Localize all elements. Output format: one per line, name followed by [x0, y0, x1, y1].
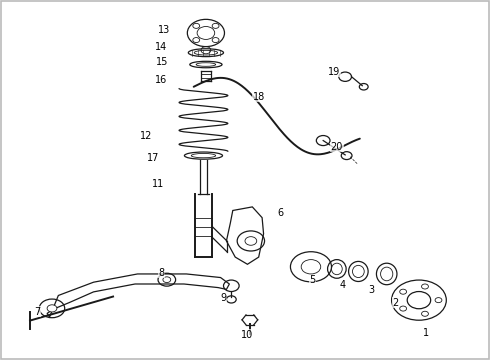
Circle shape [193, 23, 199, 28]
Text: 18: 18 [252, 92, 265, 102]
Text: 15: 15 [156, 57, 168, 67]
Text: 4: 4 [340, 280, 346, 290]
Text: 2: 2 [392, 298, 399, 308]
Text: 17: 17 [147, 153, 159, 163]
Text: 12: 12 [140, 131, 152, 141]
Circle shape [435, 298, 442, 303]
Circle shape [421, 284, 428, 289]
Text: 16: 16 [155, 75, 167, 85]
Text: 8: 8 [159, 267, 165, 278]
Text: 20: 20 [331, 142, 343, 152]
Circle shape [400, 289, 407, 294]
Circle shape [212, 23, 219, 28]
Circle shape [193, 37, 199, 42]
Text: 9: 9 [220, 293, 226, 303]
Text: 10: 10 [241, 330, 253, 340]
Text: 19: 19 [328, 67, 340, 77]
Text: 1: 1 [423, 328, 429, 338]
Text: 5: 5 [309, 275, 316, 285]
Text: 6: 6 [277, 208, 283, 218]
Circle shape [421, 311, 428, 316]
Circle shape [212, 37, 219, 42]
Text: 11: 11 [152, 179, 164, 189]
Circle shape [47, 305, 57, 312]
Text: 7: 7 [34, 307, 41, 317]
Text: 3: 3 [368, 285, 374, 296]
Circle shape [163, 277, 171, 283]
Circle shape [400, 306, 407, 311]
Text: 14: 14 [155, 42, 167, 51]
Text: 13: 13 [158, 25, 171, 35]
